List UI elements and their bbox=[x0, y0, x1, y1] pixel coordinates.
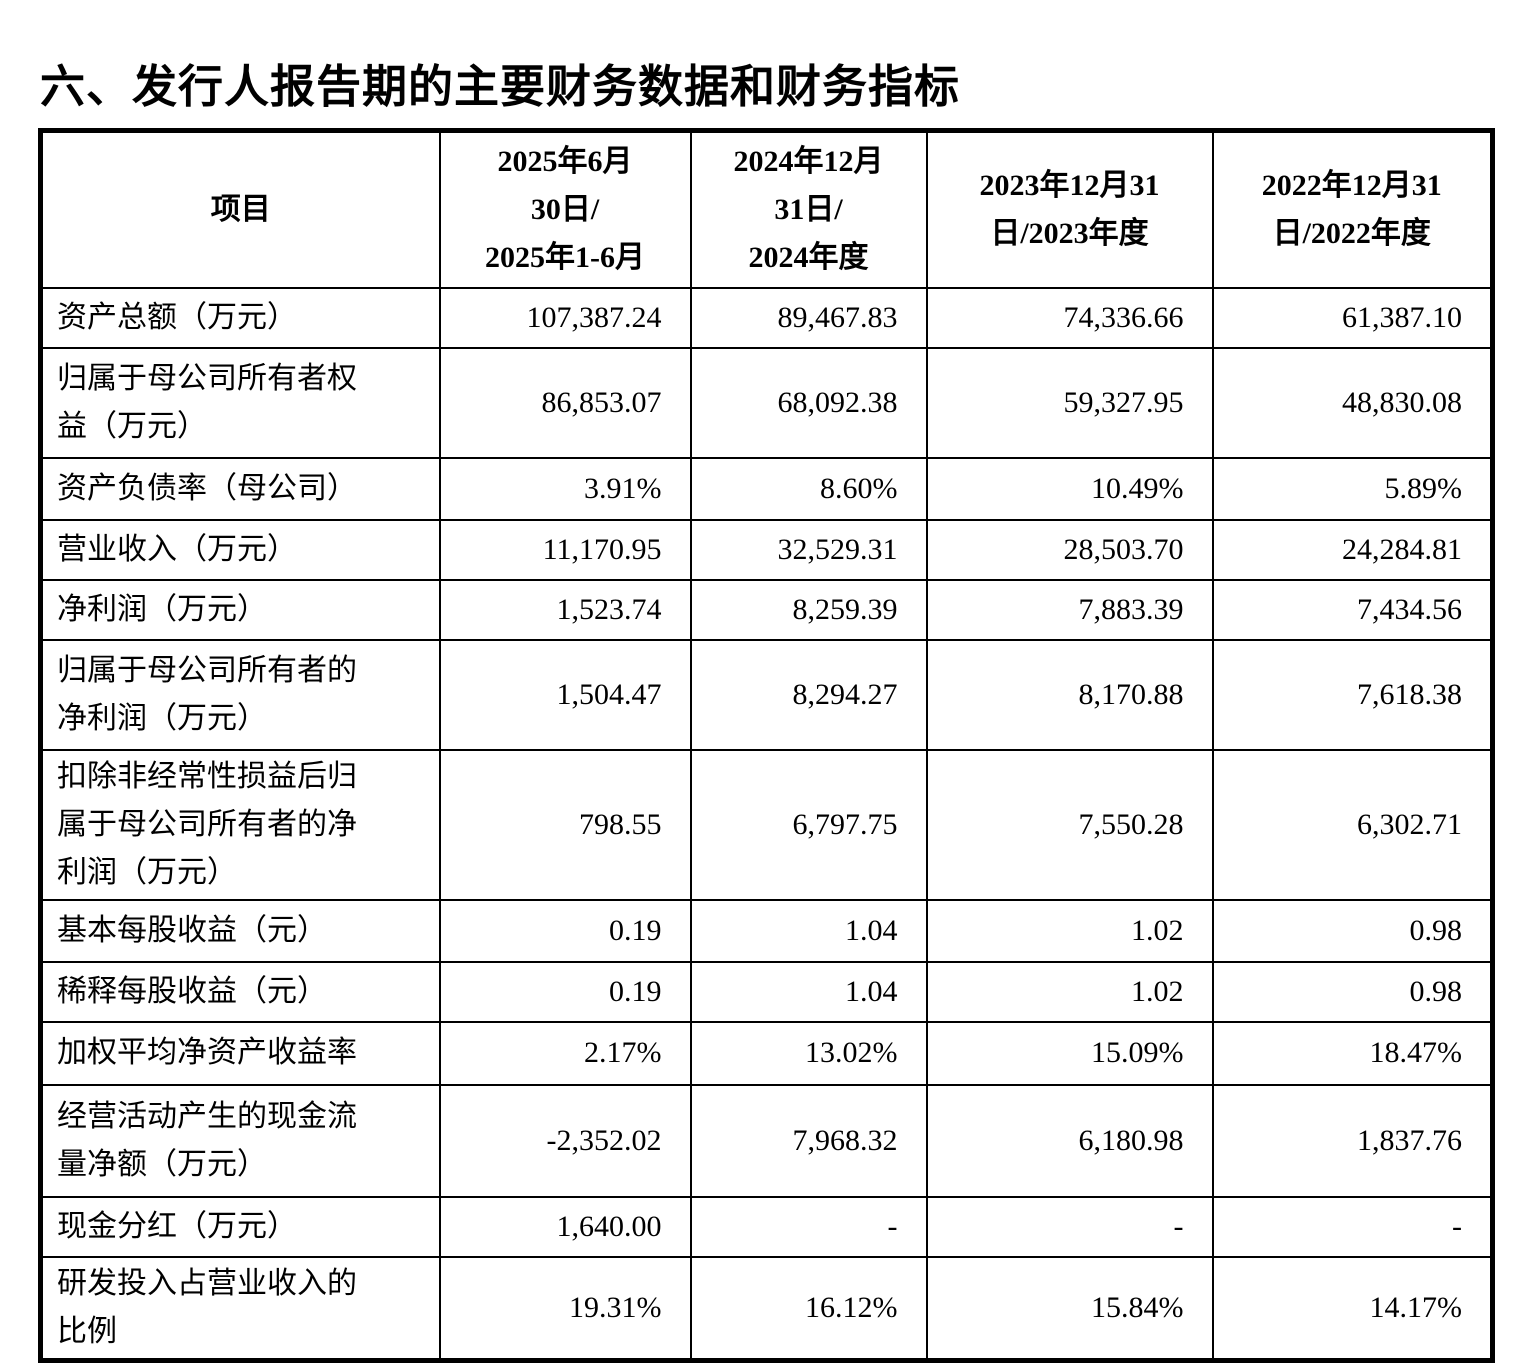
cell-value: 18.47% bbox=[1211, 1020, 1494, 1086]
table-row-parent-equity: 归属于母公司所有者权 益（万元） 86,853.07 68,092.38 59,… bbox=[39, 346, 1494, 459]
table-row-basic-eps: 基本每股收益（元） 0.19 1.04 1.02 0.98 bbox=[39, 898, 1494, 963]
cell-value: 1.02 bbox=[925, 898, 1214, 963]
table-row-operating-cash-flow: 经营活动产生的现金流 量净额（万元） -2,352.02 7,968.32 6,… bbox=[39, 1083, 1494, 1198]
row-label: 稀释每股收益（元） bbox=[39, 960, 441, 1023]
cell-value: 1.04 bbox=[689, 898, 928, 963]
table-row-parent-net-profit: 归属于母公司所有者的 净利润（万元） 1,504.47 8,294.27 8,1… bbox=[39, 638, 1494, 751]
cell-value: 0.19 bbox=[438, 960, 692, 1023]
table-row-revenue: 营业收入（万元） 11,170.95 32,529.31 28,503.70 2… bbox=[39, 518, 1494, 581]
cell-value: 5.89% bbox=[1211, 456, 1494, 521]
cell-value: 6,302.71 bbox=[1211, 748, 1494, 901]
row-label: 营业收入（万元） bbox=[39, 518, 441, 581]
cell-value: 11,170.95 bbox=[438, 518, 692, 581]
cell-value: 3.91% bbox=[438, 456, 692, 521]
row-label: 研发投入占营业收入的 比例 bbox=[39, 1255, 441, 1361]
cell-value: 8,170.88 bbox=[925, 638, 1214, 751]
cell-value: 0.98 bbox=[1211, 960, 1494, 1023]
cell-value: 1,837.76 bbox=[1211, 1083, 1494, 1198]
cell-value: 1,640.00 bbox=[438, 1195, 692, 1258]
financial-data-table: 项目 2025年6月 30日/ 2025年1-6月 2024年12月 31日/ … bbox=[38, 128, 1495, 1363]
row-label: 现金分红（万元） bbox=[39, 1195, 441, 1258]
cell-value: 6,797.75 bbox=[689, 748, 928, 901]
cell-value: 2.17% bbox=[438, 1020, 692, 1086]
cell-value: 7,883.39 bbox=[925, 578, 1214, 641]
cell-value: - bbox=[689, 1195, 928, 1258]
cell-value: 798.55 bbox=[438, 748, 692, 901]
header-cell-period-2023: 2023年12月31 日/2023年度 bbox=[925, 129, 1214, 289]
cell-value: 1.02 bbox=[925, 960, 1214, 1023]
cell-value: 6,180.98 bbox=[925, 1083, 1214, 1198]
header-cell-period-2022: 2022年12月31 日/2022年度 bbox=[1211, 129, 1494, 289]
cell-value: - bbox=[1211, 1195, 1494, 1258]
row-label: 经营活动产生的现金流 量净额（万元） bbox=[39, 1083, 441, 1198]
header-cell-period-2024: 2024年12月 31日/ 2024年度 bbox=[689, 129, 928, 289]
cell-value: 107,387.24 bbox=[438, 286, 692, 349]
cell-value: 0.19 bbox=[438, 898, 692, 963]
cell-value: 28,503.70 bbox=[925, 518, 1214, 581]
cell-value: 68,092.38 bbox=[689, 346, 928, 459]
table-row-cash-dividend: 现金分红（万元） 1,640.00 - - - bbox=[39, 1195, 1494, 1258]
cell-value: - bbox=[925, 1195, 1214, 1258]
table-row-diluted-eps: 稀释每股收益（元） 0.19 1.04 1.02 0.98 bbox=[39, 960, 1494, 1023]
cell-value: 32,529.31 bbox=[689, 518, 928, 581]
cell-value: 7,968.32 bbox=[689, 1083, 928, 1198]
cell-value: 8.60% bbox=[689, 456, 928, 521]
cell-value: 74,336.66 bbox=[925, 286, 1214, 349]
cell-value: 19.31% bbox=[438, 1255, 692, 1361]
cell-value: 13.02% bbox=[689, 1020, 928, 1086]
cell-value: 8,259.39 bbox=[689, 578, 928, 641]
table-row-rd-ratio: 研发投入占营业收入的 比例 19.31% 16.12% 15.84% 14.17… bbox=[39, 1255, 1494, 1361]
row-label: 扣除非经常性损益后归 属于母公司所有者的净 利润（万元） bbox=[39, 748, 441, 901]
table-row-net-profit: 净利润（万元） 1,523.74 8,259.39 7,883.39 7,434… bbox=[39, 578, 1494, 641]
page-title: 六、发行人报告期的主要财务数据和财务指标 bbox=[40, 61, 961, 113]
row-label: 基本每股收益（元） bbox=[39, 898, 441, 963]
cell-value: 16.12% bbox=[689, 1255, 928, 1361]
cell-value: 1,504.47 bbox=[438, 638, 692, 751]
cell-value: 1,523.74 bbox=[438, 578, 692, 641]
table-header-row: 项目 2025年6月 30日/ 2025年1-6月 2024年12月 31日/ … bbox=[39, 129, 1494, 289]
cell-value: 7,434.56 bbox=[1211, 578, 1494, 641]
cell-value: 7,618.38 bbox=[1211, 638, 1494, 751]
cell-value: 15.09% bbox=[925, 1020, 1214, 1086]
table-row-total-assets: 资产总额（万元） 107,387.24 89,467.83 74,336.66 … bbox=[39, 286, 1494, 349]
header-cell-period-2025h1: 2025年6月 30日/ 2025年1-6月 bbox=[438, 129, 692, 289]
row-label: 净利润（万元） bbox=[39, 578, 441, 641]
row-label: 归属于母公司所有者权 益（万元） bbox=[39, 346, 441, 459]
row-label: 资产总额（万元） bbox=[39, 286, 441, 349]
row-label: 归属于母公司所有者的 净利润（万元） bbox=[39, 638, 441, 751]
cell-value: 1.04 bbox=[689, 960, 928, 1023]
row-label: 资产负债率（母公司） bbox=[39, 456, 441, 521]
table-row-weighted-roe: 加权平均净资产收益率 2.17% 13.02% 15.09% 18.47% bbox=[39, 1020, 1494, 1086]
header-cell-item: 项目 bbox=[39, 129, 441, 289]
cell-value: 61,387.10 bbox=[1211, 286, 1494, 349]
cell-value: 14.17% bbox=[1211, 1255, 1494, 1361]
table-row-deducted-net-profit: 扣除非经常性损益后归 属于母公司所有者的净 利润（万元） 798.55 6,79… bbox=[39, 748, 1494, 901]
row-label: 加权平均净资产收益率 bbox=[39, 1020, 441, 1086]
cell-value: 48,830.08 bbox=[1211, 346, 1494, 459]
cell-value: 86,853.07 bbox=[438, 346, 692, 459]
cell-value: 10.49% bbox=[925, 456, 1214, 521]
cell-value: 24,284.81 bbox=[1211, 518, 1494, 581]
cell-value: 15.84% bbox=[925, 1255, 1214, 1361]
cell-value: -2,352.02 bbox=[438, 1083, 692, 1198]
cell-value: 59,327.95 bbox=[925, 346, 1214, 459]
cell-value: 89,467.83 bbox=[689, 286, 928, 349]
cell-value: 8,294.27 bbox=[689, 638, 928, 751]
table-row-debt-ratio: 资产负债率（母公司） 3.91% 8.60% 10.49% 5.89% bbox=[39, 456, 1494, 521]
cell-value: 7,550.28 bbox=[925, 748, 1214, 901]
cell-value: 0.98 bbox=[1211, 898, 1494, 963]
